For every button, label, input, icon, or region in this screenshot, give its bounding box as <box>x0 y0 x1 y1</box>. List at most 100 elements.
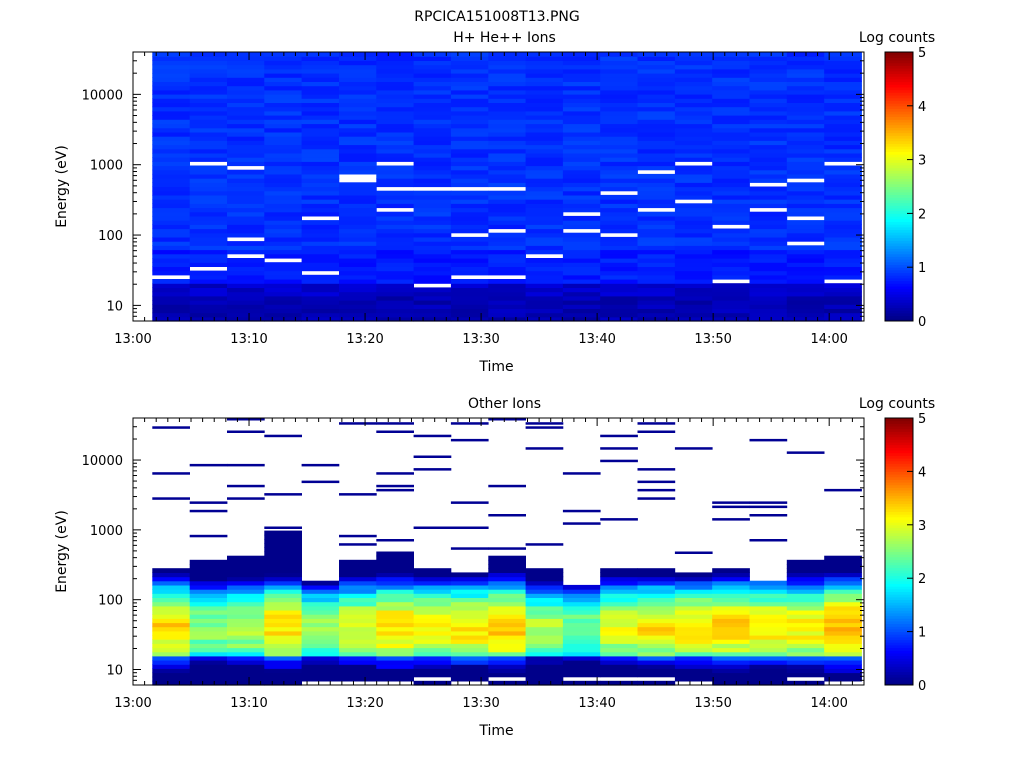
spectrogram-cell <box>189 253 228 259</box>
spectrogram-cell <box>824 614 862 619</box>
spectrogram-cell <box>339 52 377 57</box>
spectrogram-cell <box>674 609 713 615</box>
spectrogram-cell <box>376 472 414 475</box>
spectrogram-cell <box>227 115 265 120</box>
spectrogram-cell <box>227 605 265 611</box>
spectrogram-cell <box>189 228 228 234</box>
spectrogram-cell <box>562 68 601 74</box>
spectrogram-cell <box>413 597 452 603</box>
spectrogram-cell <box>376 131 414 137</box>
spectrogram-cell <box>376 274 414 280</box>
spectrogram-cell <box>450 601 489 607</box>
colorbar-swatch <box>885 471 913 475</box>
spectrogram-cell <box>227 668 265 674</box>
spectrogram-cell <box>189 291 228 297</box>
colorbar-swatch <box>885 81 913 85</box>
spectrogram-cell <box>786 165 825 171</box>
spectrogram-cell <box>712 98 750 103</box>
spectrogram-cell <box>712 161 750 167</box>
spectrogram-cell <box>376 639 414 644</box>
spectrogram-cell <box>712 626 750 632</box>
spectrogram-cell <box>264 207 302 213</box>
colorbar-swatch <box>885 434 913 438</box>
spectrogram-cell <box>786 572 825 578</box>
colorbar-swatch <box>885 194 913 198</box>
spectrogram-cell <box>376 253 414 259</box>
spectrogram-cell <box>525 295 564 301</box>
spectrogram-cell <box>824 123 862 129</box>
spectrogram-cell <box>637 300 676 305</box>
spectrogram-cell <box>786 266 825 272</box>
spectrogram-cell <box>413 304 452 309</box>
spectrogram-cell <box>712 639 750 644</box>
spectrogram-cell <box>301 136 340 141</box>
spectrogram-cell <box>264 220 302 225</box>
spectrogram-cell <box>637 651 676 657</box>
colorbar-swatch <box>885 655 913 659</box>
spectrogram-cell <box>562 270 601 276</box>
spectrogram-cell <box>413 609 452 615</box>
spectrogram-cell <box>413 89 452 95</box>
spectrogram-cell <box>450 98 489 103</box>
spectrogram-cell <box>674 593 713 598</box>
spectrogram-cell <box>227 77 265 82</box>
spectrogram-cell <box>600 447 638 450</box>
spectrogram-cell <box>376 228 414 234</box>
spectrogram-cell <box>674 144 713 150</box>
spectrogram-cell <box>488 94 526 99</box>
spectrogram-cell <box>824 52 862 57</box>
spectrogram-cell <box>413 211 452 217</box>
spectrogram-cell <box>339 660 377 665</box>
spectrogram-cell <box>189 169 228 175</box>
spectrogram-cell <box>824 106 862 112</box>
spectrogram-cell <box>749 253 788 259</box>
spectrogram-cell <box>488 203 526 209</box>
spectrogram-cell <box>189 157 228 162</box>
panel-title: Other Ions <box>468 396 541 412</box>
spectrogram-cell <box>152 572 190 578</box>
spectrogram-cell <box>749 102 788 108</box>
spectrogram-cell <box>264 224 302 230</box>
spectrogram-cell <box>600 224 638 230</box>
spectrogram-cell <box>600 304 638 309</box>
colorbar-swatch <box>885 455 913 459</box>
spectrogram-cell <box>600 291 638 297</box>
spectrogram-cell <box>786 115 825 120</box>
spectrogram-cell <box>824 56 862 61</box>
spectrogram-cell <box>488 207 526 213</box>
spectrogram-cell <box>376 660 414 665</box>
spectrogram-cell <box>227 228 265 234</box>
spectrogram-cell <box>562 178 601 183</box>
spectrogram-cell <box>189 60 228 66</box>
spectrogram-cell <box>301 287 340 293</box>
spectrogram-cell <box>264 64 302 70</box>
spectrogram-cell <box>712 258 750 263</box>
spectrogram-cell <box>525 220 564 225</box>
spectrogram-cell <box>637 643 676 649</box>
colorbar-swatch <box>885 458 913 462</box>
spectrogram-cell <box>712 245 750 251</box>
spectrogram-cell <box>824 559 862 565</box>
colorbar-swatch <box>885 540 913 544</box>
spectrogram-cell <box>525 634 564 640</box>
spectrogram-cell <box>674 73 713 78</box>
spectrogram-cell <box>562 593 601 598</box>
spectrogram-cell <box>264 664 302 669</box>
spectrogram-cell <box>824 110 862 116</box>
spectrogram-cell <box>786 597 825 603</box>
spectrogram-cell <box>488 152 526 158</box>
spectrogram-cell <box>525 308 564 314</box>
spectrogram-cell <box>562 472 601 475</box>
spectrogram-cell <box>749 643 788 649</box>
spectrogram-cell <box>189 589 228 594</box>
spectrogram-cell <box>674 626 713 632</box>
spectrogram-cell <box>301 639 340 644</box>
spectrogram-cell <box>227 622 265 628</box>
spectrogram-cell <box>749 152 788 158</box>
spectrogram-cell <box>749 81 788 87</box>
colorbar-swatch <box>885 460 913 464</box>
spectrogram-cell <box>450 81 489 87</box>
spectrogram-cell <box>712 647 750 653</box>
spectrogram-cell <box>786 110 825 116</box>
spectrogram-cell <box>824 626 862 632</box>
